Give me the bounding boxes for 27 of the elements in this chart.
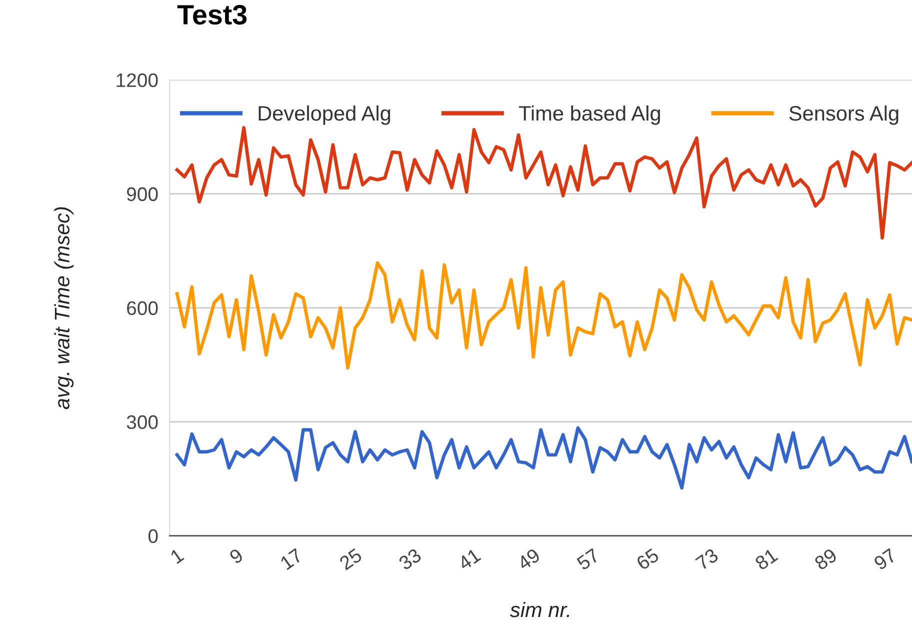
x-tick-label: 97 bbox=[873, 548, 898, 570]
y-tick-label: 1200 bbox=[116, 73, 158, 88]
line-series bbox=[175, 261, 912, 370]
legend-label: Sensors Alg bbox=[789, 105, 898, 125]
y-tick-label: 600 bbox=[127, 301, 158, 316]
x-tick-label: 1 bbox=[170, 548, 184, 564]
x-tick-label: 9 bbox=[228, 548, 244, 564]
x-tick-label: 17 bbox=[280, 548, 304, 570]
x-tick-label: 25 bbox=[338, 548, 363, 570]
legend-label: Time based Alg bbox=[518, 105, 660, 125]
line-series bbox=[175, 126, 912, 240]
x-tick-label: 49 bbox=[516, 548, 541, 571]
x-tick-label: 81 bbox=[754, 548, 778, 571]
x-tick-label: 73 bbox=[694, 548, 720, 570]
line-series bbox=[175, 426, 912, 490]
y-tick-label: 0 bbox=[148, 529, 158, 544]
x-tick-label: 41 bbox=[457, 548, 482, 571]
x-tick-label: 65 bbox=[636, 548, 660, 570]
x-tick-label: 89 bbox=[814, 548, 838, 571]
x-tick-label: 57 bbox=[576, 548, 600, 571]
x-tick-label: 33 bbox=[398, 548, 422, 571]
x-axis-title: sim nr. bbox=[510, 602, 570, 618]
legend-label: Developed Alg bbox=[258, 105, 390, 125]
y-tick-label: 900 bbox=[126, 187, 158, 202]
chart-title: Test3 bbox=[177, 4, 247, 25]
y-axis-title: avg. wait Time (msec) bbox=[54, 207, 74, 410]
y-tick-label: 300 bbox=[126, 415, 158, 430]
